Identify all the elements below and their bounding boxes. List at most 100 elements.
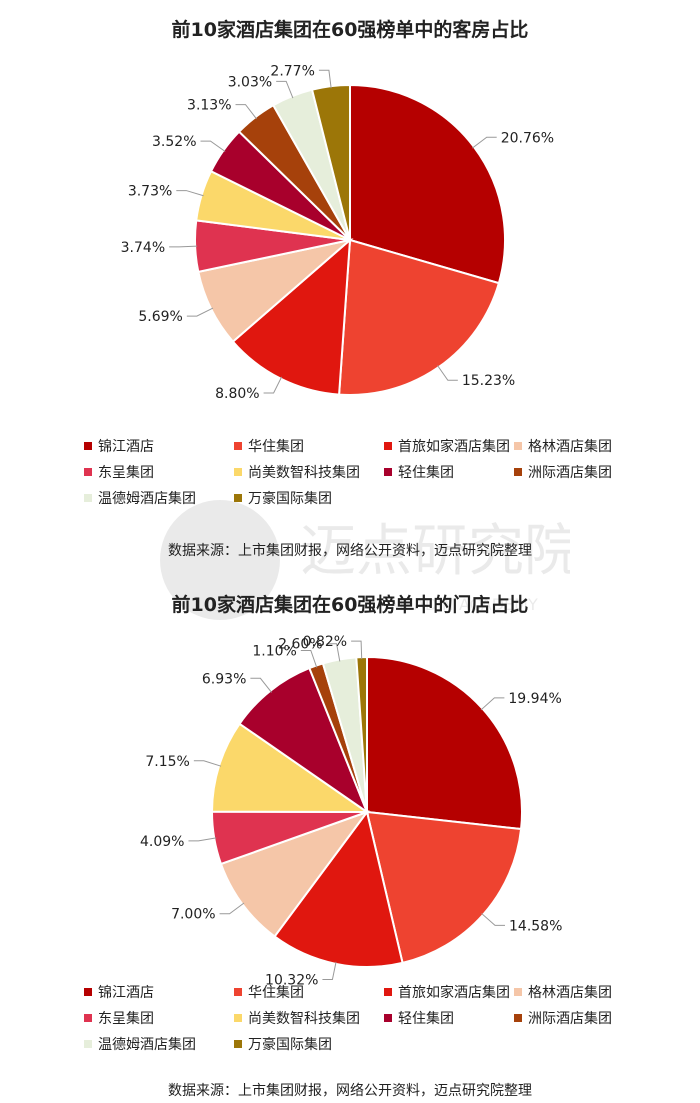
legend-label: 东呈集团 — [98, 1011, 154, 1027]
legend-item-4: 格林酒店集团 — [514, 436, 612, 456]
leader-line-1 — [480, 697, 505, 711]
legend-label: 华住集团 — [248, 439, 304, 455]
legend-label: 华住集团 — [248, 985, 304, 1001]
chart1-source: 数据来源：上市集团财报，网络公开资料，迈点研究院整理 — [168, 543, 532, 559]
legend-item-2: 华住集团 — [234, 436, 304, 456]
legend-label: 温德姆酒店集团 — [98, 491, 196, 507]
legend-label: 洲际酒店集团 — [528, 465, 612, 481]
legend-swatch — [84, 494, 92, 502]
leader-line-3 — [263, 376, 283, 394]
legend-item-5: 东呈集团 — [84, 1008, 154, 1028]
legend-label: 万豪国际集团 — [248, 1037, 332, 1053]
chart2-title: 前10家酒店集团在60强榜单中的门店占比 — [171, 594, 529, 616]
legend-label: 首旅如家酒店集团 — [398, 439, 510, 455]
legend-label: 温德姆酒店集团 — [98, 1037, 196, 1053]
legend-label: 万豪国际集团 — [248, 491, 332, 507]
legend-swatch — [384, 988, 392, 996]
legend-item-4: 格林酒店集团 — [514, 982, 612, 1002]
data-label-8: 3.13% — [187, 98, 231, 114]
legend-label: 洲际酒店集团 — [528, 1011, 612, 1027]
legend-swatch — [84, 1040, 92, 1048]
chart2-pie: 19.94% 14.58% 10.32% 7.00% 4.09% 7.15% 6.93% 1.… — [140, 634, 562, 988]
legend-item-10: 万豪国际集团 — [234, 488, 332, 508]
leader-line-4 — [219, 902, 245, 915]
chart1-pie: 20.76% 15.23% 8.80% 5.69% 3.74% 3.73% 3.52% 3.1… — [121, 63, 554, 402]
leader-line-9 — [276, 80, 294, 99]
legend-label: 尚美数智科技集团 — [248, 465, 360, 481]
leader-line-8 — [300, 649, 318, 668]
legend-swatch — [84, 468, 92, 476]
leader-line-6 — [193, 760, 222, 767]
legend-swatch — [514, 442, 522, 450]
legend-item-2: 华住集团 — [234, 982, 304, 1002]
leader-line-7 — [200, 140, 226, 152]
leader-line-5 — [188, 837, 217, 842]
legend-item-6: 尚美数智科技集团 — [234, 1008, 360, 1028]
chart2-legend: 锦江酒店 华住集团 首旅如家酒店集团 格林酒店集团东呈集团 尚美数智科技集团 轻住集团 洲际… — [84, 982, 664, 1062]
leader-line-1 — [472, 136, 497, 149]
data-label-7: 6.93% — [202, 671, 246, 687]
pie-slice-1 — [366, 655, 523, 831]
legend-item-5: 东呈集团 — [84, 462, 154, 482]
legend-swatch — [234, 988, 242, 996]
data-label-6: 3.73% — [128, 184, 172, 200]
legend-swatch — [84, 442, 92, 450]
leader-line-10 — [351, 640, 363, 660]
legend-swatch — [234, 494, 242, 502]
leader-line-5 — [169, 245, 198, 248]
legend-label: 尚美数智科技集团 — [248, 1011, 360, 1027]
legend-label: 东呈集团 — [98, 465, 154, 481]
data-label-3: 8.80% — [215, 386, 259, 402]
legend-label: 首旅如家酒店集团 — [398, 985, 510, 1001]
data-label-10: 0.82% — [303, 634, 347, 650]
legend-label: 锦江酒店 — [98, 985, 154, 1001]
legend-item-8: 洲际酒店集团 — [514, 462, 612, 482]
data-label-3: 10.32% — [265, 972, 318, 988]
legend-item-9: 温德姆酒店集团 — [84, 488, 196, 508]
legend-swatch — [384, 468, 392, 476]
leader-line-7 — [250, 677, 273, 693]
legend-swatch — [514, 468, 522, 476]
legend-item-3: 首旅如家酒店集团 — [384, 436, 510, 456]
leader-line-8 — [235, 104, 257, 120]
legend-swatch — [514, 988, 522, 996]
data-label-2: 14.58% — [509, 918, 562, 934]
legend-item-7: 轻住集团 — [384, 462, 454, 482]
legend-item-7: 轻住集团 — [384, 1008, 454, 1028]
data-label-7: 3.52% — [152, 134, 196, 150]
data-label-4: 7.00% — [171, 907, 215, 923]
data-label-10: 2.77% — [270, 63, 314, 79]
legend-swatch — [234, 468, 242, 476]
legend-label: 锦江酒店 — [98, 439, 154, 455]
data-label-8: 1.10% — [252, 643, 296, 659]
data-label-4: 5.69% — [138, 309, 182, 325]
legend-item-3: 首旅如家酒店集团 — [384, 982, 510, 1002]
legend-label: 轻住集团 — [398, 1011, 454, 1027]
legend-swatch — [384, 442, 392, 450]
leader-line-10 — [318, 69, 332, 89]
legend-item-9: 温德姆酒店集团 — [84, 1034, 196, 1054]
legend-item-1: 锦江酒店 — [84, 436, 154, 456]
legend-item-6: 尚美数智科技集团 — [234, 462, 360, 482]
data-label-1: 19.94% — [508, 691, 561, 707]
leader-line-3 — [322, 961, 337, 980]
legend-label: 轻住集团 — [398, 465, 454, 481]
leader-line-4 — [186, 307, 214, 317]
legend-swatch — [84, 988, 92, 996]
legend-label: 格林酒店集团 — [528, 439, 612, 455]
legend-swatch — [384, 1014, 392, 1022]
data-label-5: 3.74% — [121, 240, 165, 256]
data-label-5: 4.09% — [140, 834, 184, 850]
legend-label: 格林酒店集团 — [528, 985, 612, 1001]
leader-line-2 — [437, 365, 458, 381]
legend-item-8: 洲际酒店集团 — [514, 1008, 612, 1028]
chart1-legend: 锦江酒店 华住集团 首旅如家酒店集团 格林酒店集团东呈集团 尚美数智科技集团 轻住集团 洲际… — [84, 436, 664, 516]
data-label-1: 20.76% — [501, 130, 554, 146]
leader-line-2 — [481, 913, 506, 926]
chart2-source: 数据来源：上市集团财报，网络公开资料，迈点研究院整理 — [168, 1083, 532, 1099]
legend-swatch — [234, 1040, 242, 1048]
legend-item-10: 万豪国际集团 — [234, 1034, 332, 1054]
leader-line-9 — [326, 643, 341, 662]
data-label-9: 3.03% — [228, 74, 272, 90]
data-label-2: 15.23% — [462, 373, 515, 389]
